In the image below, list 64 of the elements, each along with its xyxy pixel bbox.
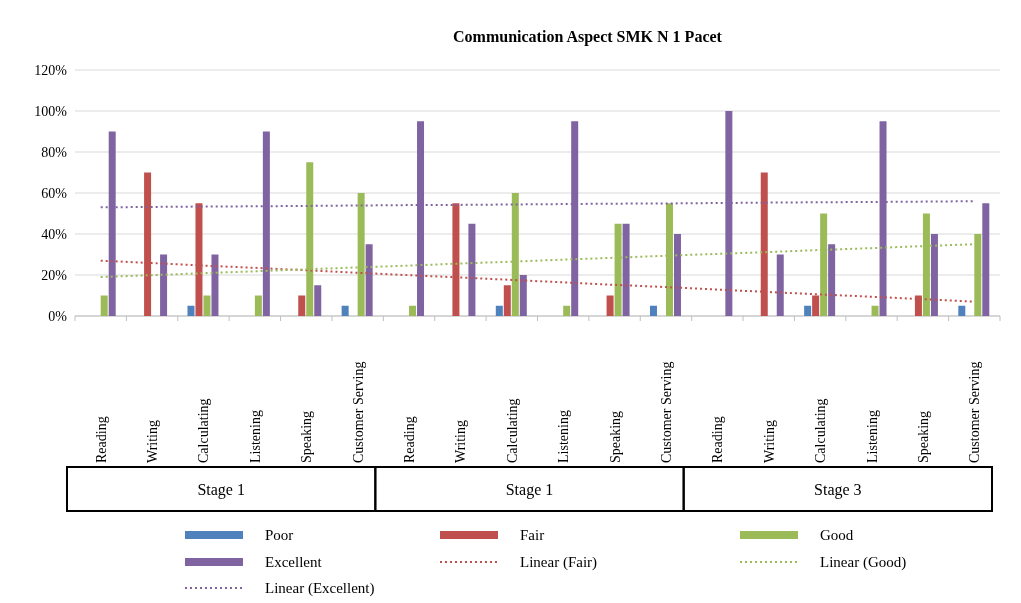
bar — [298, 295, 306, 316]
text: Stage 1 — [197, 481, 245, 499]
bar — [804, 305, 812, 316]
x-tick-label: Customer Serving — [967, 361, 983, 463]
bar — [365, 244, 373, 316]
legend-label: Excellent — [265, 554, 323, 570]
bar — [982, 203, 990, 316]
bar — [974, 234, 982, 316]
bar — [563, 305, 571, 316]
legend-label: Linear (Good) — [820, 554, 907, 571]
x-tick-label: Customer Serving — [350, 361, 366, 463]
bar — [409, 305, 417, 316]
bar — [519, 275, 527, 316]
text: Stage 3 — [814, 481, 862, 499]
x-tick-label: Calculating — [813, 398, 829, 463]
bar — [503, 285, 511, 316]
x-tick-label: Listening — [556, 410, 572, 463]
y-tick-label: 0% — [48, 309, 68, 324]
y-tick-label: 100% — [34, 104, 68, 119]
bar — [622, 223, 630, 316]
y-tick-label: 60% — [41, 186, 68, 201]
x-tick-label: Customer Serving — [658, 361, 674, 463]
bar — [828, 244, 836, 316]
bar — [160, 254, 168, 316]
legend-label: Linear (Excellent) — [265, 580, 375, 597]
bar — [314, 285, 322, 316]
y-tick-label: 20% — [41, 268, 68, 283]
text: Stage 1 — [505, 481, 554, 499]
x-tick-label: Writing — [761, 420, 777, 463]
bar — [649, 305, 657, 316]
bar — [341, 305, 349, 316]
bar — [187, 305, 195, 316]
bar — [495, 305, 503, 316]
bar — [468, 223, 476, 316]
chart-title: Communication Aspect SMK N 1 Pacet — [453, 28, 723, 46]
bar — [203, 295, 211, 316]
y-tick-label: 80% — [41, 145, 68, 160]
legend-label: Good — [820, 527, 854, 543]
x-tick-label: Reading — [710, 416, 726, 463]
x-tick-label: Speaking — [607, 410, 623, 463]
x-tick-label: Speaking — [915, 410, 931, 463]
x-tick-label: Reading — [93, 416, 109, 463]
bar — [254, 295, 262, 316]
legend-label: Poor — [265, 527, 294, 543]
bar — [871, 305, 879, 316]
x-tick-label: Listening — [864, 410, 880, 463]
x-tick-label: Listening — [247, 410, 263, 463]
bar — [958, 305, 966, 316]
x-tick-label: Calculating — [504, 398, 520, 463]
bar — [673, 234, 681, 316]
x-tick-label: Writing — [453, 420, 469, 463]
bar — [776, 254, 784, 316]
legend-label: Fair — [520, 527, 545, 543]
x-tick-label: Calculating — [196, 398, 212, 463]
y-tick-label: 40% — [41, 227, 68, 242]
y-tick-label: 120% — [34, 63, 68, 78]
legend-label: Linear (Fair) — [520, 554, 598, 571]
bar — [211, 254, 219, 316]
x-tick-label: Speaking — [299, 410, 315, 463]
x-tick-label: Writing — [145, 420, 161, 463]
x-tick-label: Reading — [402, 416, 418, 463]
bar — [930, 234, 938, 316]
bar — [100, 295, 108, 316]
bar — [606, 295, 614, 316]
